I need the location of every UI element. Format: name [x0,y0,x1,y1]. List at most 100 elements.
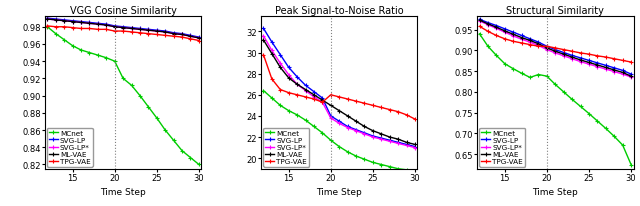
SVG-LP [310,91,318,93]
MCnet [394,168,402,170]
MCnet [77,49,85,52]
TPG-VAE [111,31,118,33]
ML-VAE [335,110,343,112]
ML-VAE [178,34,186,36]
SVG-LP* [260,35,268,38]
SVG-LP [52,19,60,21]
MCnet [327,139,335,142]
ML-VAE [403,141,410,144]
SVG-LP [102,24,110,26]
SVG-LP [560,52,568,54]
ML-VAE [293,84,301,86]
TPG-VAE [335,96,343,99]
TPG-VAE [319,101,326,104]
Title: Structural Similarity: Structural Similarity [506,6,604,16]
ML-VAE [260,39,268,42]
MCnet [352,155,360,158]
TPG-VAE [360,103,368,105]
MCnet [593,120,601,123]
ML-VAE [136,29,144,32]
TPG-VAE [369,105,377,107]
SVG-LP* [386,140,394,143]
TPG-VAE [268,78,276,81]
TPG-VAE [327,94,335,97]
ML-VAE [585,62,593,64]
TPG-VAE [501,38,509,41]
SVG-LP* [593,66,601,69]
ML-VAE [509,34,517,36]
ML-VAE [127,28,135,30]
Legend: MCnet, SVG-LP, SVG-LP*, ML-VAE, TPG-VAE: MCnet, SVG-LP, SVG-LP*, ML-VAE, TPG-VAE [479,128,525,167]
SVG-LP* [52,20,60,22]
TPG-VAE [484,31,492,33]
Line: TPG-VAE: TPG-VAE [261,53,417,122]
TPG-VAE [509,41,517,43]
TPG-VAE [187,38,195,41]
SVG-LP* [94,24,102,26]
TPG-VAE [543,46,551,48]
TPG-VAE [593,55,601,58]
MCnet [611,136,618,138]
SVG-LP* [327,117,335,120]
MCnet [310,126,318,128]
ML-VAE [378,133,385,136]
X-axis label: Time Step: Time Step [532,187,578,197]
SVG-LP* [611,71,618,74]
SVG-LP* [501,32,509,34]
SVG-LP* [136,29,144,32]
MCnet [484,46,492,48]
SVG-LP* [119,27,127,30]
MCnet [44,26,51,29]
Line: ML-VAE: ML-VAE [45,18,202,41]
SVG-LP [127,27,135,30]
ML-VAE [77,22,85,25]
SVG-LP* [585,64,593,66]
MCnet [509,68,517,71]
MCnet [285,110,292,112]
MCnet [501,63,509,66]
TPG-VAE [526,44,534,47]
SVG-LP [526,38,534,41]
ML-VAE [145,30,152,32]
MCnet [111,61,118,63]
TPG-VAE [394,111,402,113]
ML-VAE [319,99,326,102]
Line: SVG-LP: SVG-LP [477,18,634,77]
Line: ML-VAE: ML-VAE [261,38,417,147]
TPG-VAE [552,47,559,50]
MCnet [568,99,576,101]
MCnet [102,57,110,60]
MCnet [602,128,610,130]
SVG-LP [86,22,93,25]
ML-VAE [611,69,618,72]
ML-VAE [476,20,483,22]
MCnet [276,105,284,107]
MCnet [627,164,635,166]
SVG-LP* [60,20,68,23]
MCnet [560,91,568,94]
SVG-LP [577,57,584,60]
Title: Peak Signal-to-Noise Ratio: Peak Signal-to-Noise Ratio [275,6,403,16]
MCnet [518,73,525,75]
SVG-LP [484,22,492,25]
ML-VAE [52,20,60,22]
SVG-LP [509,32,517,34]
SVG-LP [518,35,525,37]
SVG-LP [403,144,410,146]
TPG-VAE [161,35,169,37]
TPG-VAE [518,42,525,45]
SVG-LP [187,35,195,37]
SVG-LP [386,139,394,142]
SVG-LP* [568,58,576,61]
MCnet [534,74,542,76]
SVG-LP* [187,36,195,38]
SVG-LP* [476,21,483,23]
SVG-LP [68,20,76,23]
Line: SVG-LP: SVG-LP [261,27,417,149]
SVG-LP* [161,32,169,34]
TPG-VAE [127,32,135,34]
MCnet [577,106,584,108]
SVG-LP [534,42,542,44]
ML-VAE [68,21,76,24]
ML-VAE [111,26,118,29]
